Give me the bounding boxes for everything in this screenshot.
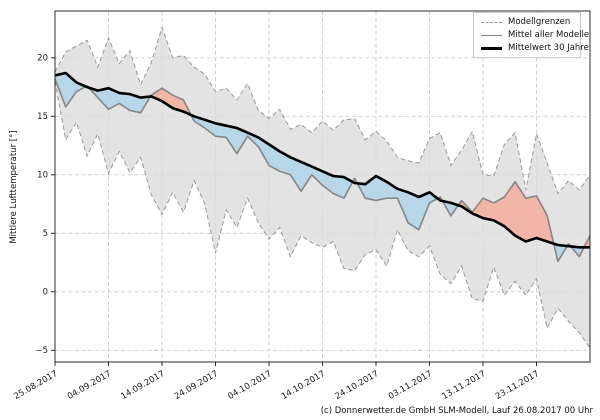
x-tick-label: 04.09.2017	[66, 369, 113, 402]
x-tick-label: 03.11.2017	[387, 369, 434, 402]
x-tick-label: 14.10.2017	[280, 369, 327, 402]
copyright-caption: (c) Donnerwetter.de GmbH SLM-Modell, Lau…	[320, 406, 593, 416]
x-tick-label: 04.10.2017	[226, 369, 273, 402]
x-tick-label: 24.10.2017	[333, 369, 380, 402]
legend-item-model-mean: Mittel aller Modelle	[481, 30, 589, 40]
lower-model-bound-line	[54, 81, 591, 349]
legend-label: Modellgrenzen	[508, 17, 571, 27]
y-tick-label: 0	[43, 288, 48, 298]
cold-anomaly-fill	[55, 73, 590, 262]
upper-model-bound-line	[54, 25, 591, 195]
x-tick-label: 25.08.2017	[12, 369, 59, 402]
y-axis-title: Mittlere Lufttemperatur [°]	[9, 130, 19, 244]
model-spread-envelope	[55, 27, 590, 349]
x-tick-label: 14.09.2017	[119, 369, 166, 402]
dashed-line-swatch-icon	[481, 21, 502, 23]
y-tick-label: 10	[37, 171, 48, 181]
chart-legend: Modellgrenzen Mittel aller Modelle Mitte…	[473, 12, 589, 58]
x-tick-label: 13.11.2017	[440, 369, 487, 402]
legend-item-model-bounds: Modellgrenzen	[481, 17, 575, 27]
legend-label: Mittelwert 30 Jahre	[508, 43, 589, 53]
x-axis: 25.08.2017 04.09.2017 14.09.2017 24.09.2017…	[12, 362, 541, 402]
gray-line-swatch-icon	[481, 34, 502, 36]
legend-label: Mittel aller Modelle	[508, 30, 590, 40]
y-tick-label: −5	[35, 346, 48, 356]
black-line-swatch-icon	[481, 46, 502, 50]
y-axis: −5 0 5 10 15 20	[35, 54, 55, 356]
legend-item-climate-mean: Mittelwert 30 Jahre	[481, 43, 589, 53]
climate-mean-line	[54, 71, 590, 249]
y-tick-label: 5	[43, 229, 48, 239]
y-tick-label: 15	[37, 112, 48, 122]
x-tick-label: 24.09.2017	[173, 369, 220, 402]
x-tick-label: 23.11.2017	[494, 369, 541, 402]
y-tick-label: 20	[37, 54, 48, 64]
model-mean-line	[54, 78, 591, 263]
